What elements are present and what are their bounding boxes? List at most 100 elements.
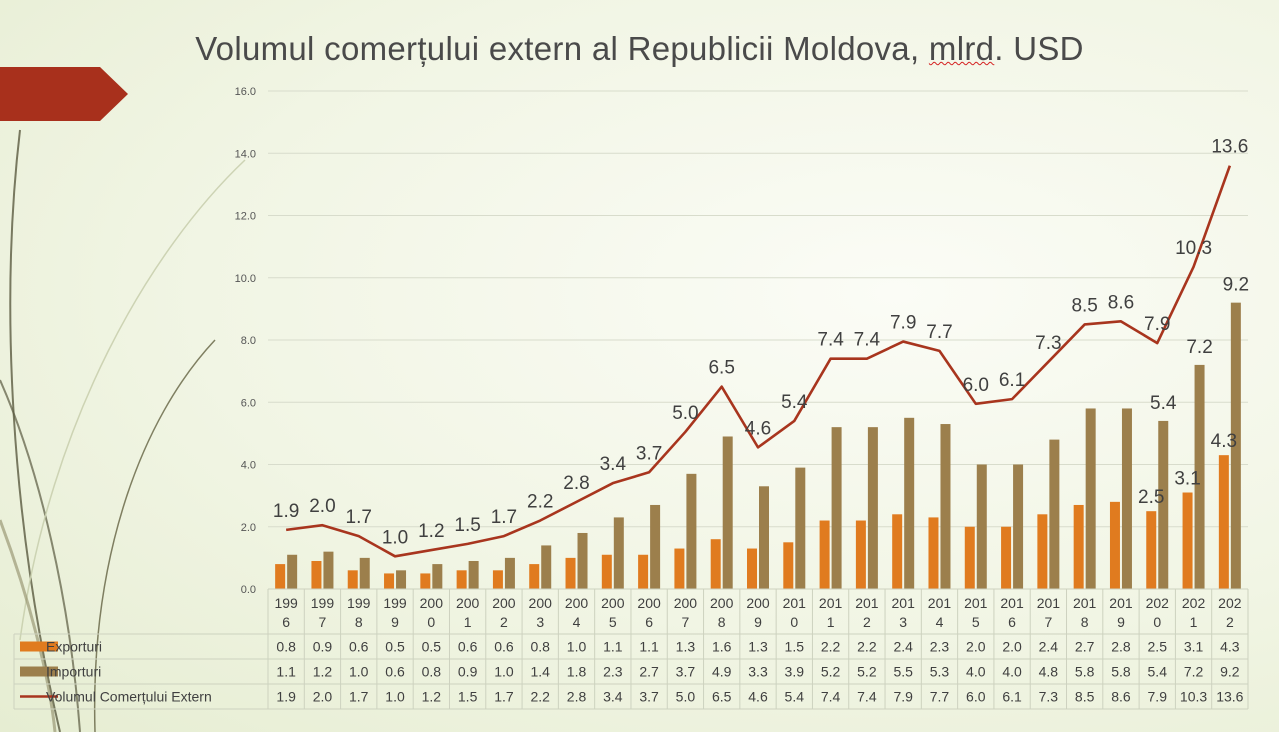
title-part-1: Volumul comerțului extern al Republicii … xyxy=(195,30,929,67)
table-cell: 0.6 xyxy=(494,639,514,655)
x-tick-label: 9 xyxy=(1117,614,1125,630)
import-bar xyxy=(940,424,951,589)
import-bar xyxy=(1194,364,1205,589)
x-tick-label: 201 xyxy=(1000,595,1024,611)
x-tick-label: 1 xyxy=(464,614,472,630)
x-tick-label: 201 xyxy=(819,595,843,611)
table-cell: 1.9 xyxy=(276,689,296,705)
export-data-label: 2.5 xyxy=(1138,487,1164,508)
import-bar xyxy=(976,464,987,589)
table-cell: 1.4 xyxy=(530,664,550,680)
x-tick-label: 5 xyxy=(972,614,980,630)
x-tick-label: 199 xyxy=(383,595,407,611)
table-cell: 1.2 xyxy=(313,664,333,680)
x-tick-label: 3 xyxy=(899,614,907,630)
total-data-label: 3.7 xyxy=(636,443,662,464)
table-cell: 2.2 xyxy=(821,639,841,655)
total-data-label: 1.2 xyxy=(418,521,444,542)
export-bar xyxy=(275,564,286,589)
export-bar xyxy=(565,557,576,589)
import-bar xyxy=(504,557,515,589)
export-bar xyxy=(347,570,358,589)
total-data-label: 5.0 xyxy=(672,403,698,424)
x-tick-label: 201 xyxy=(928,595,952,611)
import-bar xyxy=(1013,464,1024,589)
table-cell: 0.8 xyxy=(530,639,550,655)
table-cell: 8.5 xyxy=(1075,689,1095,705)
y-tick-label: 16.0 xyxy=(235,86,256,98)
y-tick-label: 2.0 xyxy=(241,522,256,534)
table-cell: 2.7 xyxy=(639,664,659,680)
x-tick-label: 7 xyxy=(1044,614,1052,630)
x-tick-label: 2 xyxy=(863,614,871,630)
total-data-label: 1.5 xyxy=(454,515,480,536)
table-cell: 6.0 xyxy=(966,689,986,705)
import-bar xyxy=(867,427,878,589)
x-tick-label: 6 xyxy=(282,614,290,630)
export-bar xyxy=(1073,504,1084,589)
decor-curve-4 xyxy=(19,159,246,641)
import-bar xyxy=(759,486,769,589)
export-bar xyxy=(783,542,794,589)
table-cell: 5.2 xyxy=(857,664,877,680)
import-bar xyxy=(1230,302,1241,589)
x-tick-label: 2 xyxy=(500,614,508,630)
table-cell: 1.0 xyxy=(349,664,369,680)
table-cell: 8.6 xyxy=(1111,689,1131,705)
total-data-label: 1.7 xyxy=(491,507,517,528)
x-tick-label: 200 xyxy=(420,595,444,611)
table-cell: 1.7 xyxy=(494,689,514,705)
x-tick-label: 7 xyxy=(319,614,327,630)
table-cell: 5.3 xyxy=(930,664,950,680)
x-tick-label: 8 xyxy=(355,614,363,630)
total-data-label: 5.4 xyxy=(781,392,808,413)
import-bar xyxy=(287,554,298,589)
x-tick-label: 1 xyxy=(827,614,835,630)
import-bar xyxy=(323,551,334,589)
total-data-label: 7.4 xyxy=(817,330,844,351)
table-cell: 2.4 xyxy=(1039,639,1059,655)
table-cell: 0.5 xyxy=(422,639,442,655)
export-bar xyxy=(420,573,431,589)
table-cell: 1.5 xyxy=(785,639,805,655)
x-tick-label: 201 xyxy=(1073,595,1097,611)
x-tick-label: 200 xyxy=(529,595,553,611)
total-data-label: 10.3 xyxy=(1175,238,1212,259)
export-bar xyxy=(1001,526,1012,589)
export-data-label: 4.3 xyxy=(1211,431,1237,452)
export-bar xyxy=(384,573,395,589)
import-bar xyxy=(686,473,697,589)
x-tick-label: 0 xyxy=(1153,614,1161,630)
table-cell: 7.4 xyxy=(821,689,841,705)
x-tick-label: 199 xyxy=(347,595,371,611)
export-data-label: 3.1 xyxy=(1174,469,1200,490)
import-bar xyxy=(904,417,915,589)
table-cell: 0.8 xyxy=(276,639,296,655)
x-tick-label: 202 xyxy=(1218,595,1242,611)
x-tick-label: 200 xyxy=(601,595,625,611)
table-cell: 0.9 xyxy=(458,664,478,680)
table-cell: 2.3 xyxy=(930,639,950,655)
export-bar xyxy=(1182,492,1193,589)
x-tick-label: 202 xyxy=(1146,595,1170,611)
table-cell: 1.7 xyxy=(349,689,369,705)
table-cell: 1.6 xyxy=(712,639,732,655)
table-cell: 2.8 xyxy=(567,689,587,705)
export-bar xyxy=(1146,511,1157,589)
export-bar xyxy=(855,520,866,589)
y-tick-label: 14.0 xyxy=(235,148,256,160)
import-bar xyxy=(541,545,552,589)
import-bar xyxy=(432,564,443,589)
export-bar xyxy=(710,539,721,589)
table-cell: 6.5 xyxy=(712,689,732,705)
title-part-3: . USD xyxy=(994,30,1084,67)
y-tick-label: 0.0 xyxy=(241,584,256,596)
table-cell: 1.0 xyxy=(494,664,514,680)
x-tick-label: 8 xyxy=(1081,614,1089,630)
table-cell: 1.0 xyxy=(385,689,405,705)
x-tick-label: 4 xyxy=(573,614,581,630)
table-cell: 4.0 xyxy=(1002,664,1022,680)
total-line xyxy=(285,165,1232,558)
export-bar xyxy=(456,570,467,589)
